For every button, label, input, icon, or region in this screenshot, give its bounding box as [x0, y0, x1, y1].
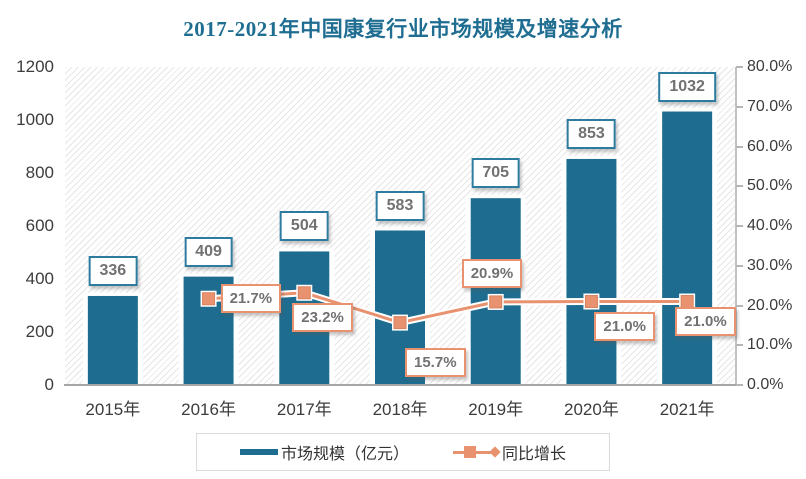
marker-2020年 — [584, 295, 598, 309]
bar-value-label-2015年: 336 — [88, 255, 138, 286]
y-right-tick-0.0%: 0.0% — [747, 376, 784, 393]
legend-bar-label: 市场规模（亿元） — [280, 446, 409, 463]
y-left-tick-1200: 1200 — [16, 57, 54, 76]
marker-2018年 — [393, 316, 407, 330]
marker-2019年 — [489, 295, 503, 309]
y-right-tick-30.0%: 30.0% — [747, 256, 793, 274]
y-right-tickmark — [736, 105, 743, 108]
bar-value-label-2016年: 409 — [184, 236, 233, 267]
line-value-label-2019年: 20.9% — [461, 258, 523, 288]
y-right-tick-50.0%: 50.0% — [747, 177, 793, 195]
line-value-label-2017年: 23.2% — [292, 302, 353, 332]
x-tick-2019年: 2019年 — [468, 400, 524, 419]
legend-line-diamond — [489, 446, 501, 458]
marker-2017年 — [297, 286, 311, 300]
y-left-tick-800: 800 — [25, 163, 54, 182]
y-right-tickmark — [736, 344, 743, 347]
y-right-tickmark — [736, 384, 743, 386]
y-left-tick-0: 0 — [44, 375, 54, 394]
bar-2021年 — [662, 111, 713, 385]
bar-2019年 — [470, 198, 521, 385]
bar-value-label-2019年: 705 — [471, 158, 521, 189]
y-right-tick-40.0%: 40.0% — [747, 217, 793, 234]
y-right-tick-10.0%: 10.0% — [747, 336, 793, 354]
legend-line-square — [464, 446, 476, 458]
bar-value-label-2021年: 1032 — [658, 71, 716, 102]
y-right-tickmark — [736, 66, 743, 68]
bar-2020年 — [566, 158, 617, 385]
marker-2016年 — [202, 292, 216, 306]
x-tick-2015年: 2015年 — [85, 400, 141, 419]
line-value-label-2021年: 21.0% — [675, 306, 736, 336]
x-tick-2016年: 2016年 — [181, 400, 236, 419]
legend-line-rule — [453, 451, 499, 454]
legend: 市场规模（亿元） 同比增长 — [196, 433, 610, 471]
y-right-tickmark — [736, 185, 743, 188]
legend-line-label: 同比增长 — [502, 446, 567, 463]
legend-line-marker-icon — [453, 445, 501, 459]
y-right-tick-20.0%: 20.0% — [747, 296, 793, 314]
y-right-tickmark — [736, 304, 743, 307]
x-tick-2021年: 2021年 — [659, 400, 715, 419]
y-right-tickmark — [736, 264, 743, 267]
plot-canvas — [82, 108, 718, 385]
line-value-label-2020年: 21.0% — [594, 311, 655, 341]
y-left-tick-400: 400 — [25, 269, 54, 288]
y-left-tick-600: 600 — [25, 216, 54, 235]
y-right-tick-60.0%: 60.0% — [747, 137, 793, 155]
x-tick-2018年: 2018年 — [372, 400, 428, 419]
y-right-tick-70.0%: 70.0% — [747, 97, 793, 115]
y-right-tick-80.0%: 80.0% — [747, 58, 793, 75]
line-value-label-2018年: 15.7% — [405, 347, 466, 377]
bar-value-label-2018年: 583 — [375, 190, 425, 221]
bar-value-label-2020年: 853 — [567, 118, 616, 149]
y-left-tick-1000: 1000 — [16, 110, 54, 129]
x-tick-2017年: 2017年 — [276, 400, 332, 419]
x-tick-2020年: 2020年 — [564, 400, 619, 419]
x-axis-line — [64, 384, 743, 386]
line-value-label-2016年: 21.7% — [220, 283, 282, 313]
growth-line — [208, 291, 688, 325]
y-right-tickmark — [736, 145, 743, 148]
y-right-tickmark — [736, 225, 743, 227]
bar-value-label-2017年: 504 — [279, 211, 329, 242]
y-left-tick-200: 200 — [25, 322, 54, 341]
bar-2015年 — [87, 295, 138, 385]
plot-area — [65, 67, 735, 385]
legend-bar-swatch — [239, 449, 278, 455]
chart-title: 2017-2021年中国康复行业市场规模及增速分析 — [183, 17, 623, 41]
